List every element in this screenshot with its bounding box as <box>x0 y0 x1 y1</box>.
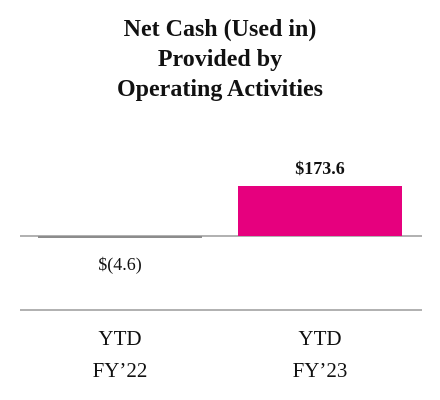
chart-title-line-2: Provided by <box>157 46 283 72</box>
bar-fy23 <box>238 186 402 236</box>
chart-title-line-1: Net Cash (Used in) <box>123 16 317 42</box>
chart-title: Net Cash (Used in) Provided by Operating… <box>0 14 440 104</box>
chart-title-line-3: Operating Activities <box>117 76 323 102</box>
bar-fy22 <box>38 236 202 238</box>
category-label-fy23-line-1: YTD <box>298 326 341 350</box>
category-label-fy22-line-1: YTD <box>98 326 141 350</box>
category-label-fy23-line-2: FY’23 <box>293 358 348 382</box>
category-label-fy22-line-2: FY’22 <box>93 358 148 382</box>
data-label-fy23: $173.6 <box>295 158 345 178</box>
data-label-fy22: $(4.6) <box>98 254 142 275</box>
